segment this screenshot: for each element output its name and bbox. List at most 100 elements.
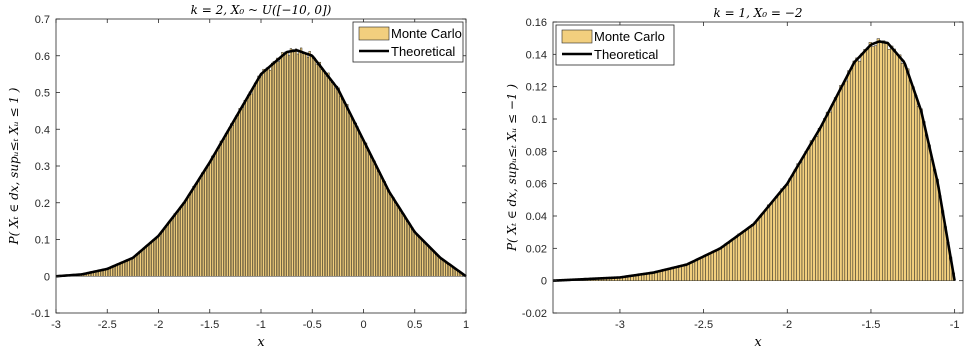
histogram-bar xyxy=(780,188,784,281)
histogram-bar xyxy=(416,234,419,277)
histogram-bar xyxy=(317,62,320,277)
histogram-bar xyxy=(935,178,939,281)
histogram-bar xyxy=(388,192,392,277)
histogram-bar xyxy=(264,70,267,277)
histogram-bar xyxy=(163,227,166,277)
histogram-bar xyxy=(223,139,226,277)
histogram-bar xyxy=(697,258,701,281)
histogram-bar xyxy=(831,103,835,281)
histogram-bar xyxy=(919,108,923,281)
x-axis-label: x xyxy=(257,335,265,350)
histogram-bar xyxy=(849,67,854,281)
histogram-bar xyxy=(243,100,246,277)
x-tick-label: -2.5 xyxy=(694,319,713,331)
histogram-bar xyxy=(825,111,830,281)
histogram-bar xyxy=(879,42,883,281)
histogram-bar xyxy=(890,45,894,281)
histogram-bar xyxy=(325,76,328,277)
histogram-bar xyxy=(426,244,429,277)
histogram-bar xyxy=(380,176,383,277)
y-tick-label: -0.02 xyxy=(522,308,547,320)
histogram-bar xyxy=(817,128,821,281)
histogram-bar xyxy=(354,122,357,277)
x-tick-label: -1.5 xyxy=(200,319,219,331)
histogram-bar xyxy=(187,195,190,277)
y-tick-label: 0.08 xyxy=(526,146,547,158)
histogram-bar xyxy=(421,239,424,277)
x-tick-label: 0.5 xyxy=(407,319,422,331)
histogram-bar xyxy=(713,250,717,281)
histogram-bar xyxy=(938,195,942,281)
histogram-bar xyxy=(361,138,364,277)
legend-label-monte-carlo: Monte Carlo xyxy=(391,26,462,41)
histogram-bar xyxy=(156,236,159,277)
histogram-bar xyxy=(692,260,696,281)
histogram-bar xyxy=(284,51,287,277)
histogram-bar xyxy=(363,141,366,277)
histogram-bar xyxy=(726,242,730,281)
histogram-bar xyxy=(189,193,192,277)
histogram-bar xyxy=(168,221,171,277)
axes-box xyxy=(552,21,964,314)
histogram-bar xyxy=(281,52,284,277)
legend: Monte Carlo Theoretical xyxy=(352,21,464,63)
histogram-bar xyxy=(436,255,439,277)
histogram-bar xyxy=(844,80,848,281)
histogram-bar xyxy=(286,51,289,277)
chart-title: k = 1, X₀ = −2 xyxy=(714,6,803,20)
histogram-bar xyxy=(158,234,161,277)
histogram-bar xyxy=(378,172,381,277)
histogram-bar xyxy=(930,159,934,281)
chart-title: k = 2, X₀ ~ U([−10, 0]) xyxy=(191,3,332,17)
histogram-bar xyxy=(785,184,789,281)
histogram-bar xyxy=(344,104,347,277)
histogram-bar xyxy=(737,233,741,281)
histogram-bar xyxy=(392,197,395,277)
legend-label-theoretical: Theoretical xyxy=(391,44,455,59)
histogram-bar xyxy=(159,232,163,277)
histogram-bar xyxy=(409,225,412,277)
histogram-bar xyxy=(435,253,438,277)
y-tick-label: 0.3 xyxy=(35,161,50,173)
histogram-bar xyxy=(339,96,342,277)
histogram-bar xyxy=(265,67,269,277)
histogram-bar xyxy=(429,247,433,277)
histogram-bar xyxy=(253,82,257,277)
histogram-bar xyxy=(732,238,736,281)
histogram-bar xyxy=(866,48,870,281)
histogram-bar xyxy=(402,213,405,277)
histogram-bar xyxy=(199,177,202,277)
histogram-bar xyxy=(358,133,361,277)
histogram-bar xyxy=(852,60,856,281)
histogram-bar xyxy=(898,54,902,281)
histogram-bar xyxy=(250,93,253,277)
histogram-bar xyxy=(178,207,181,277)
histogram-bar xyxy=(296,53,299,277)
histogram-bar xyxy=(423,242,426,277)
x-axis-label: x xyxy=(754,335,762,350)
histogram-bar xyxy=(882,40,886,281)
histogram-bar xyxy=(433,251,436,277)
histogram-bar xyxy=(139,251,142,277)
y-tick-label: 0.1 xyxy=(35,235,50,247)
histogram-bar xyxy=(414,233,417,277)
histogram-bar xyxy=(404,218,407,277)
histogram-bar xyxy=(175,212,178,277)
histogram-bar xyxy=(387,190,390,277)
histogram-bar xyxy=(796,163,800,281)
histogram-bar xyxy=(200,172,204,277)
histogram-bar xyxy=(748,227,752,281)
histogram-bar xyxy=(400,211,404,277)
histogram-bar xyxy=(659,270,664,281)
histogram-bar xyxy=(313,57,316,277)
histogram-bar xyxy=(783,186,787,281)
x-tick-label: 1 xyxy=(463,319,469,331)
histogram-bar xyxy=(274,62,277,277)
histogram-bar xyxy=(141,249,144,277)
histogram-bar xyxy=(745,228,749,281)
histogram-bar xyxy=(710,252,714,281)
histogram-bars xyxy=(552,38,955,281)
histogram-bar xyxy=(298,51,301,277)
histogram-bar xyxy=(758,215,763,281)
histogram-bar xyxy=(833,97,838,281)
